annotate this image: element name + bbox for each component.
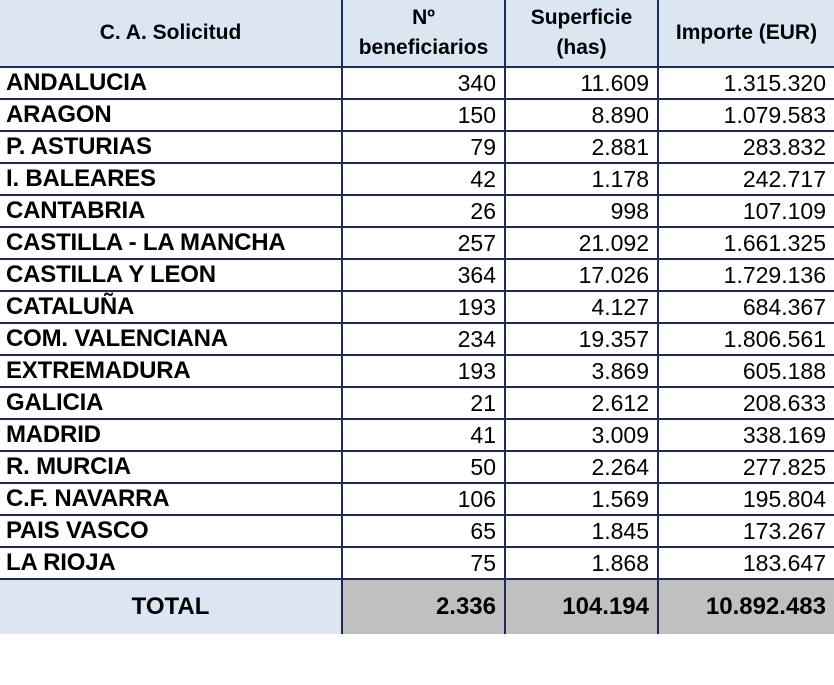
surface-cell: 21.092 <box>504 226 659 260</box>
beneficiaries-cell: 65 <box>341 514 506 548</box>
amount-cell: 1.661.325 <box>657 226 834 260</box>
surface-cell: 8.890 <box>504 98 659 132</box>
header-beneficiaries-label: Nº beneficiarios <box>358 6 489 59</box>
region-cell: C.F. NAVARRA <box>0 482 343 516</box>
region-cell: I. BALEARES <box>0 162 343 196</box>
table-row: CASTILLA - LA MANCHA 257 21.092 1.661.325 <box>0 226 834 260</box>
amount-cell: 277.825 <box>657 450 834 484</box>
region-cell: ANDALUCIA <box>0 66 343 100</box>
amount-cell: 684.367 <box>657 290 834 324</box>
surface-cell: 2.612 <box>504 386 659 420</box>
amount-cell: 1.079.583 <box>657 98 834 132</box>
header-amount: Importe (EUR) <box>657 0 834 68</box>
region-cell: LA RIOJA <box>0 546 343 580</box>
table-row: ANDALUCIA 340 11.609 1.315.320 <box>0 66 834 100</box>
amount-cell: 283.832 <box>657 130 834 164</box>
surface-cell: 1.845 <box>504 514 659 548</box>
total-label: TOTAL <box>0 578 343 634</box>
region-cell: PAIS VASCO <box>0 514 343 548</box>
beneficiaries-cell: 26 <box>341 194 506 228</box>
amount-cell: 1.315.320 <box>657 66 834 100</box>
region-cell: COM. VALENCIANA <box>0 322 343 356</box>
surface-cell: 2.881 <box>504 130 659 164</box>
beneficiaries-table: C. A. Solicitud Nº beneficiarios Superfi… <box>0 0 834 634</box>
table-row: CASTILLA Y LEON 364 17.026 1.729.136 <box>0 258 834 292</box>
header-beneficiaries: Nº beneficiarios <box>341 0 506 68</box>
beneficiaries-cell: 42 <box>341 162 506 196</box>
amount-cell: 605.188 <box>657 354 834 388</box>
amount-cell: 338.169 <box>657 418 834 452</box>
beneficiaries-cell: 193 <box>341 354 506 388</box>
region-cell: P. ASTURIAS <box>0 130 343 164</box>
amount-cell: 195.804 <box>657 482 834 516</box>
beneficiaries-cell: 79 <box>341 130 506 164</box>
region-cell: EXTREMADURA <box>0 354 343 388</box>
surface-cell: 3.009 <box>504 418 659 452</box>
surface-cell: 19.357 <box>504 322 659 356</box>
total-row: TOTAL 2.336 104.194 10.892.483 <box>0 578 834 634</box>
amount-cell: 242.717 <box>657 162 834 196</box>
table-row: C.F. NAVARRA 106 1.569 195.804 <box>0 482 834 516</box>
surface-cell: 998 <box>504 194 659 228</box>
table-row: MADRID 41 3.009 338.169 <box>0 418 834 452</box>
surface-cell: 17.026 <box>504 258 659 292</box>
beneficiaries-cell: 340 <box>341 66 506 100</box>
table-row: R. MURCIA 50 2.264 277.825 <box>0 450 834 484</box>
total-surface: 104.194 <box>504 578 659 634</box>
header-region-label: C. A. Solicitud <box>99 21 242 44</box>
table-row: CANTABRIA 26 998 107.109 <box>0 194 834 228</box>
table-row: PAIS VASCO 65 1.845 173.267 <box>0 514 834 548</box>
region-cell: GALICIA <box>0 386 343 420</box>
table-header: C. A. Solicitud Nº beneficiarios Superfi… <box>0 0 834 68</box>
beneficiaries-cell: 150 <box>341 98 506 132</box>
total-beneficiaries: 2.336 <box>341 578 506 634</box>
table-row: CATALUÑA 193 4.127 684.367 <box>0 290 834 324</box>
beneficiaries-cell: 75 <box>341 546 506 580</box>
region-cell: CATALUÑA <box>0 290 343 324</box>
region-cell: CASTILLA Y LEON <box>0 258 343 292</box>
surface-cell: 11.609 <box>504 66 659 100</box>
surface-cell: 1.569 <box>504 482 659 516</box>
amount-cell: 208.633 <box>657 386 834 420</box>
amount-cell: 183.647 <box>657 546 834 580</box>
table-footer: TOTAL 2.336 104.194 10.892.483 <box>0 578 834 634</box>
header-region: C. A. Solicitud <box>0 0 343 68</box>
header-surface: Superficie (has) <box>504 0 659 68</box>
surface-cell: 1.178 <box>504 162 659 196</box>
region-cell: ARAGON <box>0 98 343 132</box>
beneficiaries-cell: 106 <box>341 482 506 516</box>
region-cell: CASTILLA - LA MANCHA <box>0 226 343 260</box>
region-cell: CANTABRIA <box>0 194 343 228</box>
beneficiaries-cell: 257 <box>341 226 506 260</box>
beneficiaries-cell: 193 <box>341 290 506 324</box>
surface-cell: 4.127 <box>504 290 659 324</box>
table-row: COM. VALENCIANA 234 19.357 1.806.561 <box>0 322 834 356</box>
surface-cell: 1.868 <box>504 546 659 580</box>
header-amount-label: Importe (EUR) <box>675 21 818 44</box>
region-cell: MADRID <box>0 418 343 452</box>
beneficiaries-cell: 21 <box>341 386 506 420</box>
region-cell: R. MURCIA <box>0 450 343 484</box>
amount-cell: 173.267 <box>657 514 834 548</box>
surface-cell: 3.869 <box>504 354 659 388</box>
beneficiaries-cell: 41 <box>341 418 506 452</box>
table-row: EXTREMADURA 193 3.869 605.188 <box>0 354 834 388</box>
table-row: GALICIA 21 2.612 208.633 <box>0 386 834 420</box>
table-row: LA RIOJA 75 1.868 183.647 <box>0 546 834 580</box>
amount-cell: 1.729.136 <box>657 258 834 292</box>
amount-cell: 1.806.561 <box>657 322 834 356</box>
table-row: ARAGON 150 8.890 1.079.583 <box>0 98 834 132</box>
beneficiaries-cell: 364 <box>341 258 506 292</box>
surface-cell: 2.264 <box>504 450 659 484</box>
total-amount: 10.892.483 <box>657 578 834 634</box>
amount-cell: 107.109 <box>657 194 834 228</box>
beneficiaries-cell: 234 <box>341 322 506 356</box>
table-body: ANDALUCIA 340 11.609 1.315.320 ARAGON 150 8.8… <box>0 66 834 580</box>
table-row: P. ASTURIAS 79 2.881 283.832 <box>0 130 834 164</box>
header-surface-label: Superficie (has) <box>530 6 633 59</box>
header-row: C. A. Solicitud Nº beneficiarios Superfi… <box>0 0 834 68</box>
beneficiaries-cell: 50 <box>341 450 506 484</box>
table-row: I. BALEARES 42 1.178 242.717 <box>0 162 834 196</box>
